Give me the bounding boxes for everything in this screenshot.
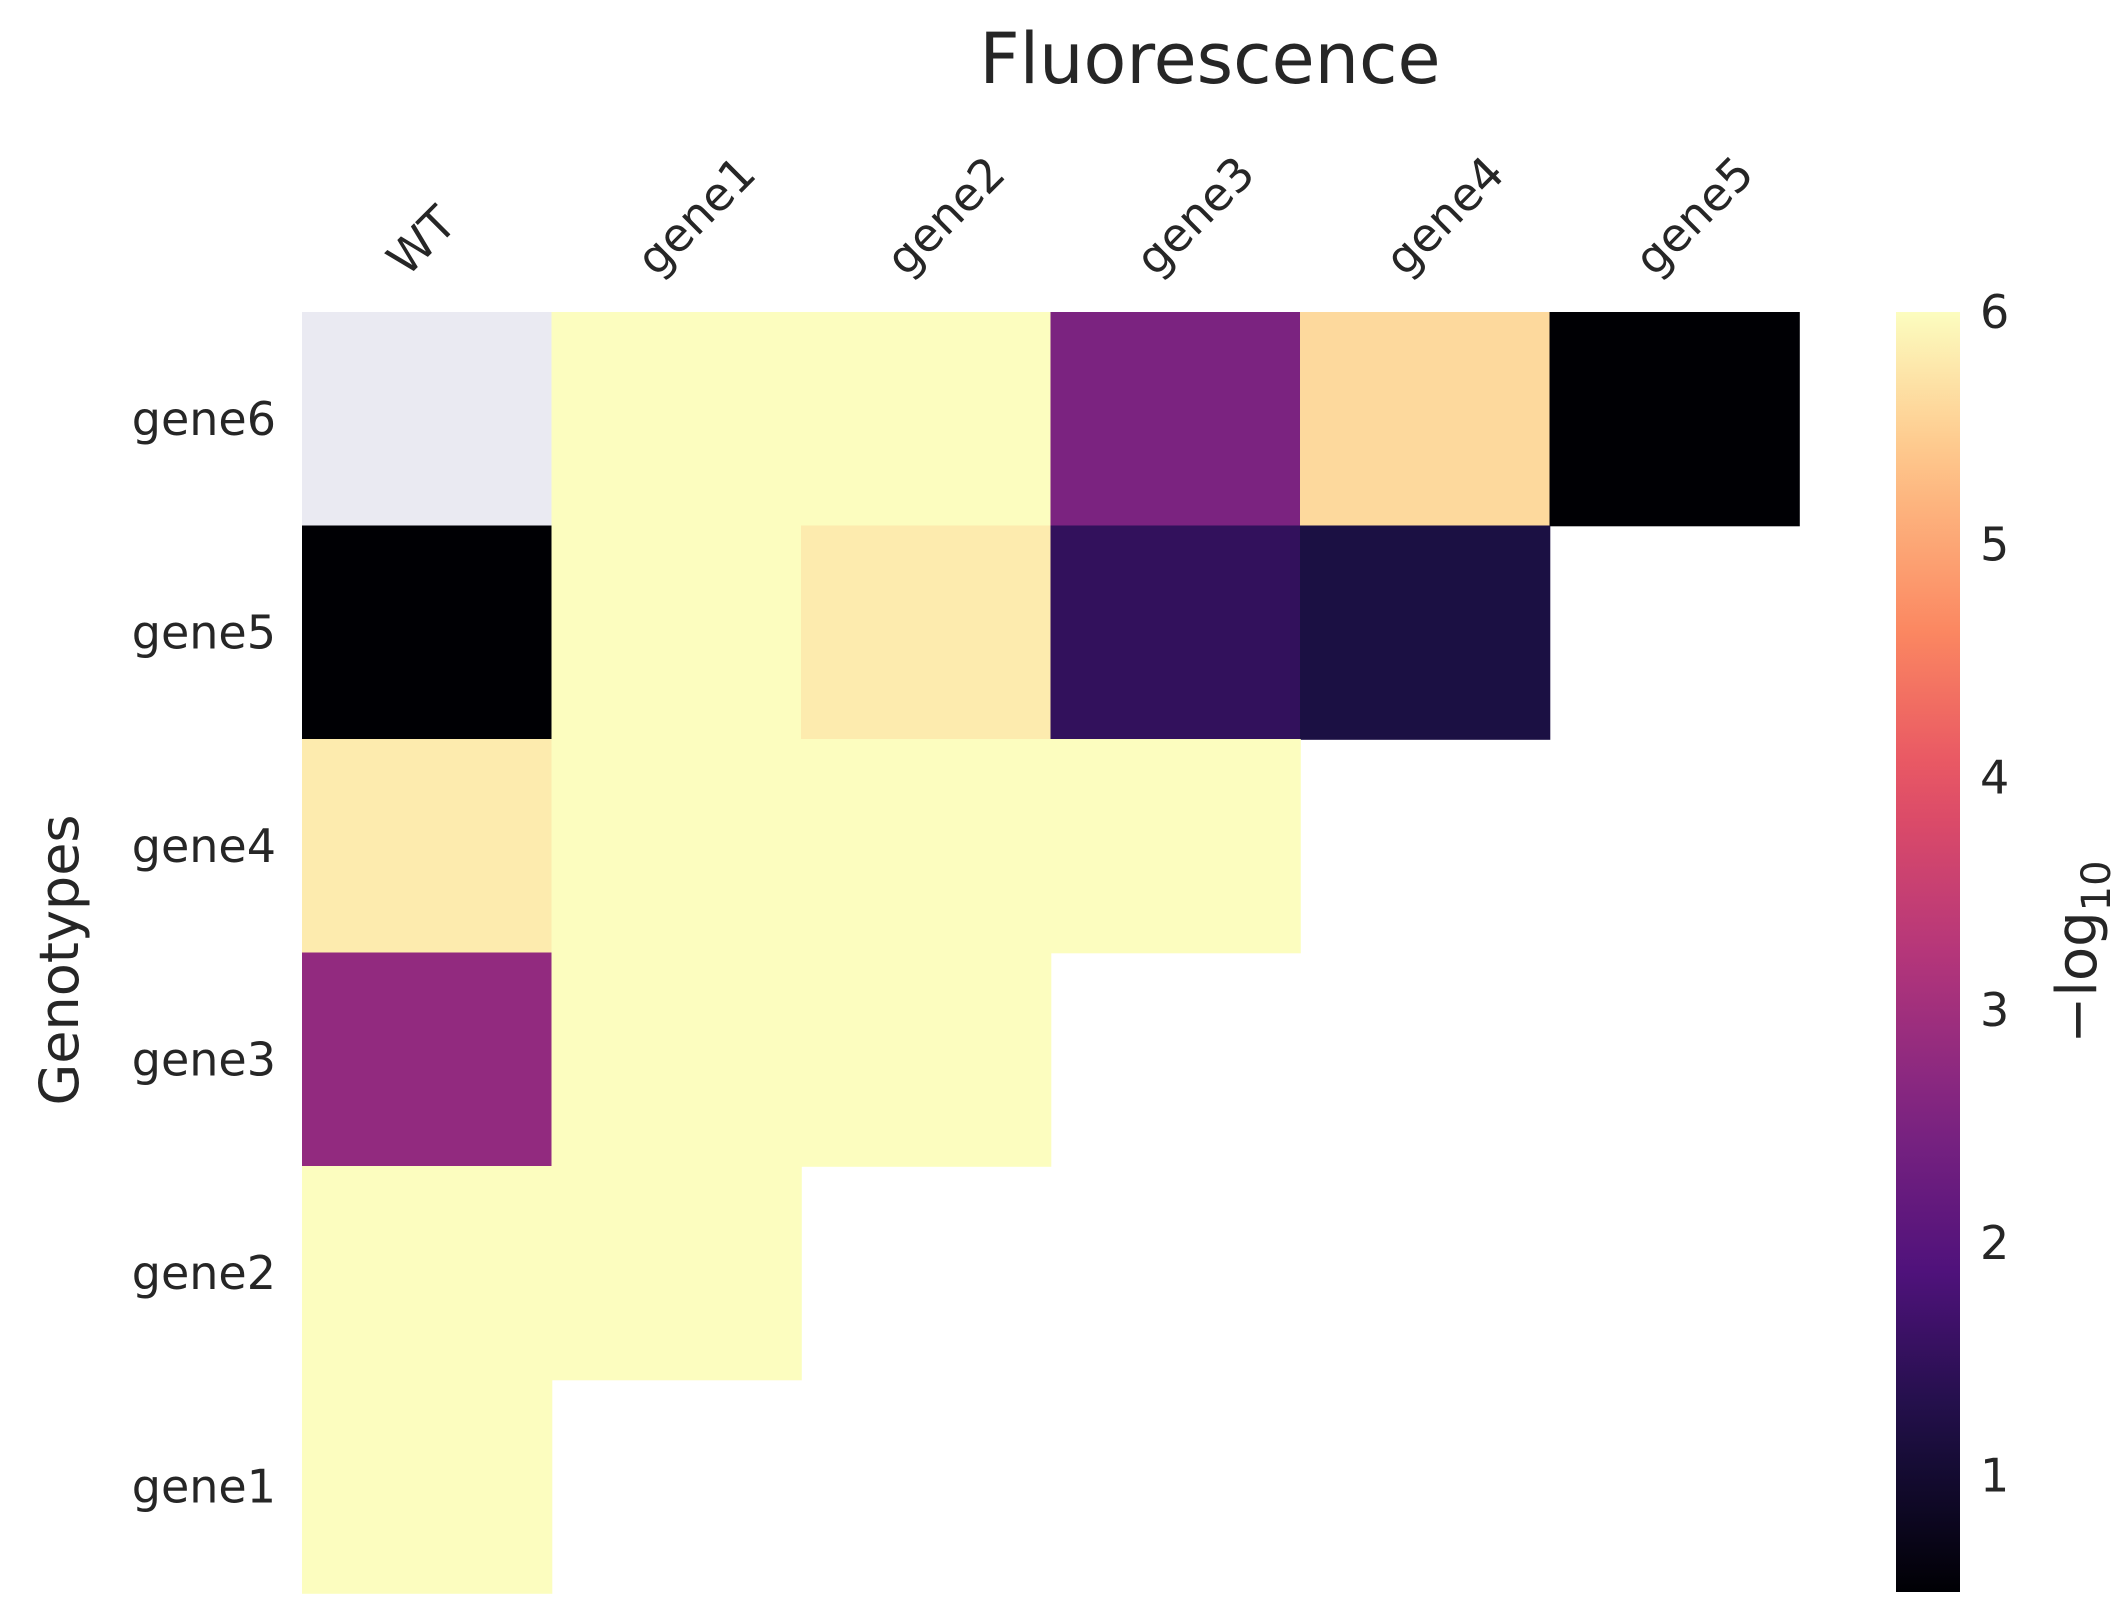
colorbar-tick-label-6: 6 [1980, 285, 2009, 339]
y-tick-label-gene3: gene3 [132, 1032, 276, 1086]
colorbar-label: −log10 [2045, 860, 2120, 1043]
y-tick-labels: gene6 gene5 gene4 gene3 gene2 gene1 [132, 392, 276, 1514]
colorbar-tick-label-3: 3 [1980, 983, 2009, 1037]
x-tick-label-gene1: gene1 [626, 146, 766, 286]
heatmap-cell-gene4-WT [302, 739, 553, 954]
heatmap-cell-gene2-WT [302, 1166, 553, 1381]
heatmap-cell-gene5-gene2 [801, 525, 1052, 740]
y-tick-label-gene2: gene2 [132, 1246, 276, 1300]
heatmap-cell-gene6-gene3 [1050, 312, 1301, 527]
y-tick-label-gene6: gene6 [132, 392, 276, 446]
y-tick-label-gene4: gene4 [132, 819, 276, 873]
heatmap-cell-gene5-gene3 [1050, 525, 1301, 740]
colorbar-tick-label-1: 1 [1980, 1449, 2009, 1503]
heatmap-cell-gene6-gene5 [1549, 312, 1800, 527]
x-tick-label-gene3: gene3 [1125, 146, 1265, 286]
heatmap-cell-gene2-gene1 [551, 1166, 802, 1381]
colorbar: 1 2 3 4 5 6 −log10 [1896, 285, 2120, 1592]
heatmap-cell-gene5-gene4 [1300, 525, 1551, 740]
colorbar-tick-label-4: 4 [1980, 750, 2009, 804]
heatmap-cell-gene3-gene1 [551, 952, 802, 1167]
heatmap-cell-gene5-gene1 [551, 525, 802, 740]
heatmap-cell-gene6-WT [302, 312, 553, 527]
x-tick-labels: WT gene1 gene2 gene3 gene4 gene5 [376, 146, 1764, 286]
x-tick-label-WT: WT [376, 195, 467, 286]
heatmap-cells [302, 312, 1800, 1594]
heatmap-cell-gene3-gene2 [801, 952, 1052, 1167]
heatmap-cell-gene1-WT [302, 1379, 553, 1594]
heatmap-cell-gene6-gene2 [801, 312, 1052, 527]
colorbar-gradient [1896, 312, 1960, 1592]
heatmap-cell-gene5-WT [302, 525, 553, 740]
heatmap-cell-gene4-gene1 [551, 739, 802, 954]
heatmap-cell-gene4-gene2 [801, 739, 1052, 954]
chart-title: Fluorescence [979, 18, 1440, 100]
x-tick-label-gene2: gene2 [875, 146, 1015, 286]
colorbar-tick-label-2: 2 [1980, 1216, 2009, 1270]
x-tick-label-gene4: gene4 [1374, 146, 1514, 286]
y-tick-label-gene1: gene1 [132, 1459, 276, 1513]
heatmap-cell-gene6-gene4 [1300, 312, 1551, 527]
colorbar-tick-label-5: 5 [1980, 518, 2009, 572]
heatmap-cell-gene3-WT [302, 952, 553, 1167]
y-axis-label: Genotypes [28, 814, 91, 1105]
heatmap-cell-gene6-gene1 [551, 312, 802, 527]
x-tick-label-gene5: gene5 [1624, 146, 1764, 286]
y-tick-label-gene5: gene5 [132, 605, 276, 659]
heatmap-cell-gene4-gene3 [1050, 739, 1301, 954]
